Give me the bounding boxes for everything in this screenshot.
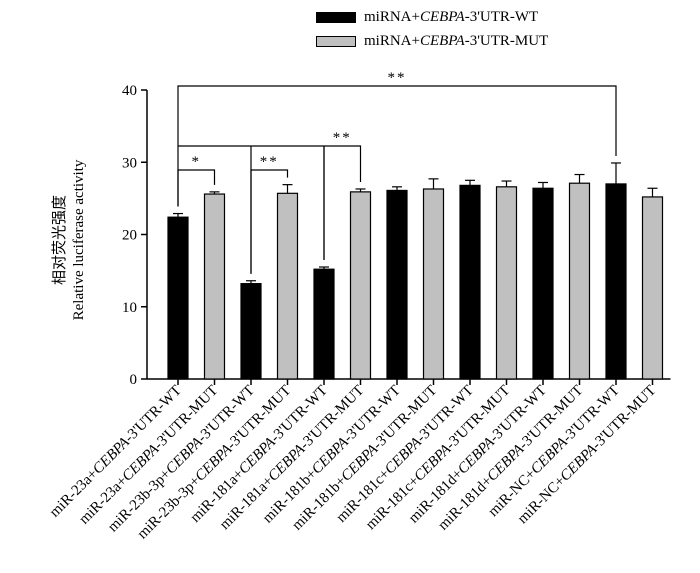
legend-label-mut: miRNA+CEBPA-3'UTR-MUT [364, 32, 549, 49]
y-axis-label-en: Relative luciferase activity [71, 159, 87, 321]
y-tick-label: 20 [122, 228, 137, 244]
bar [532, 187, 554, 380]
bar [276, 192, 299, 380]
y-axis-label-zh: 相对荧光强度 [52, 194, 68, 286]
significance-label: ** [260, 154, 279, 170]
bar [568, 182, 591, 380]
bar [422, 188, 445, 380]
legend-item-wt: miRNA+CEBPA-3'UTR-WT [316, 6, 538, 28]
y-tick-label: 40 [122, 83, 137, 99]
bar [641, 196, 664, 380]
y-tick-label: 10 [122, 300, 137, 316]
significance-label: * [192, 154, 202, 170]
bar [349, 191, 372, 380]
x-tick-label: miR-23a+CEBPA-3'UTR-WT [47, 383, 185, 521]
significance-label: ** [388, 70, 407, 86]
bar [203, 193, 226, 380]
bar [495, 186, 518, 380]
bar [605, 183, 627, 380]
legend-label-wt: miRNA+CEBPA-3'UTR-WT [364, 8, 539, 25]
bar [313, 268, 335, 380]
legend-swatch-mut [316, 35, 356, 47]
significance-label: ** [333, 130, 352, 146]
legend-swatch-wt [316, 11, 356, 23]
bar [459, 184, 481, 380]
bar [240, 283, 262, 380]
legend-item-mut: miRNA+CEBPA-3'UTR-MUT [316, 30, 548, 52]
bar [167, 216, 189, 380]
y-tick-label: 0 [130, 372, 138, 388]
y-tick-label: 30 [122, 155, 137, 171]
bar [386, 189, 408, 380]
